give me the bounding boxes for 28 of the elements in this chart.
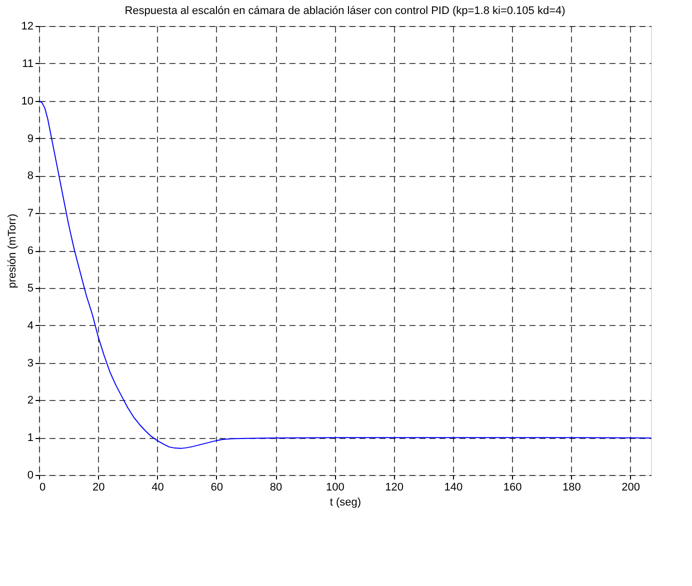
x-tick-label: 40	[152, 482, 164, 494]
x-tick-label: 200	[622, 482, 640, 494]
y-tick-label: 2	[27, 394, 34, 407]
x-tick-label: 100	[326, 482, 344, 494]
y-tick-label: 4	[27, 320, 34, 332]
y-tick-label: 0	[27, 470, 34, 482]
x-tick-label: 160	[503, 482, 522, 494]
y-tick-label: 5	[27, 282, 34, 294]
x-axis-title: t (seg)	[330, 496, 362, 508]
y-tick-label: 1	[27, 432, 34, 444]
x-tick-label: 120	[385, 482, 404, 494]
x-tick-label: 60	[210, 482, 224, 494]
y-tick-label: 8	[27, 170, 34, 182]
x-tick-label: 180	[562, 482, 581, 494]
chart-title: Respuesta al escalón en cámara de ablación láser con control PID (kp=1.8 ki=0.105 kd=4)	[124, 5, 566, 17]
x-tick-label: 20	[92, 482, 105, 494]
y-tick-label: 9	[27, 132, 34, 145]
x-tick-label: 140	[444, 482, 463, 494]
y-tick-label: 7	[27, 208, 34, 220]
y-axis-title: presión (mTorr)	[6, 214, 18, 288]
y-tick-label: 6	[27, 245, 34, 257]
x-tick-label: 0	[40, 482, 46, 494]
y-tick-label: 3	[27, 357, 34, 370]
y-tick-label: 11	[22, 58, 34, 70]
x-tick-label: 80	[270, 482, 282, 494]
y-tick-label: 12	[21, 20, 34, 32]
y-tick-label: 10	[21, 95, 34, 108]
line-series	[38, 100, 652, 449]
